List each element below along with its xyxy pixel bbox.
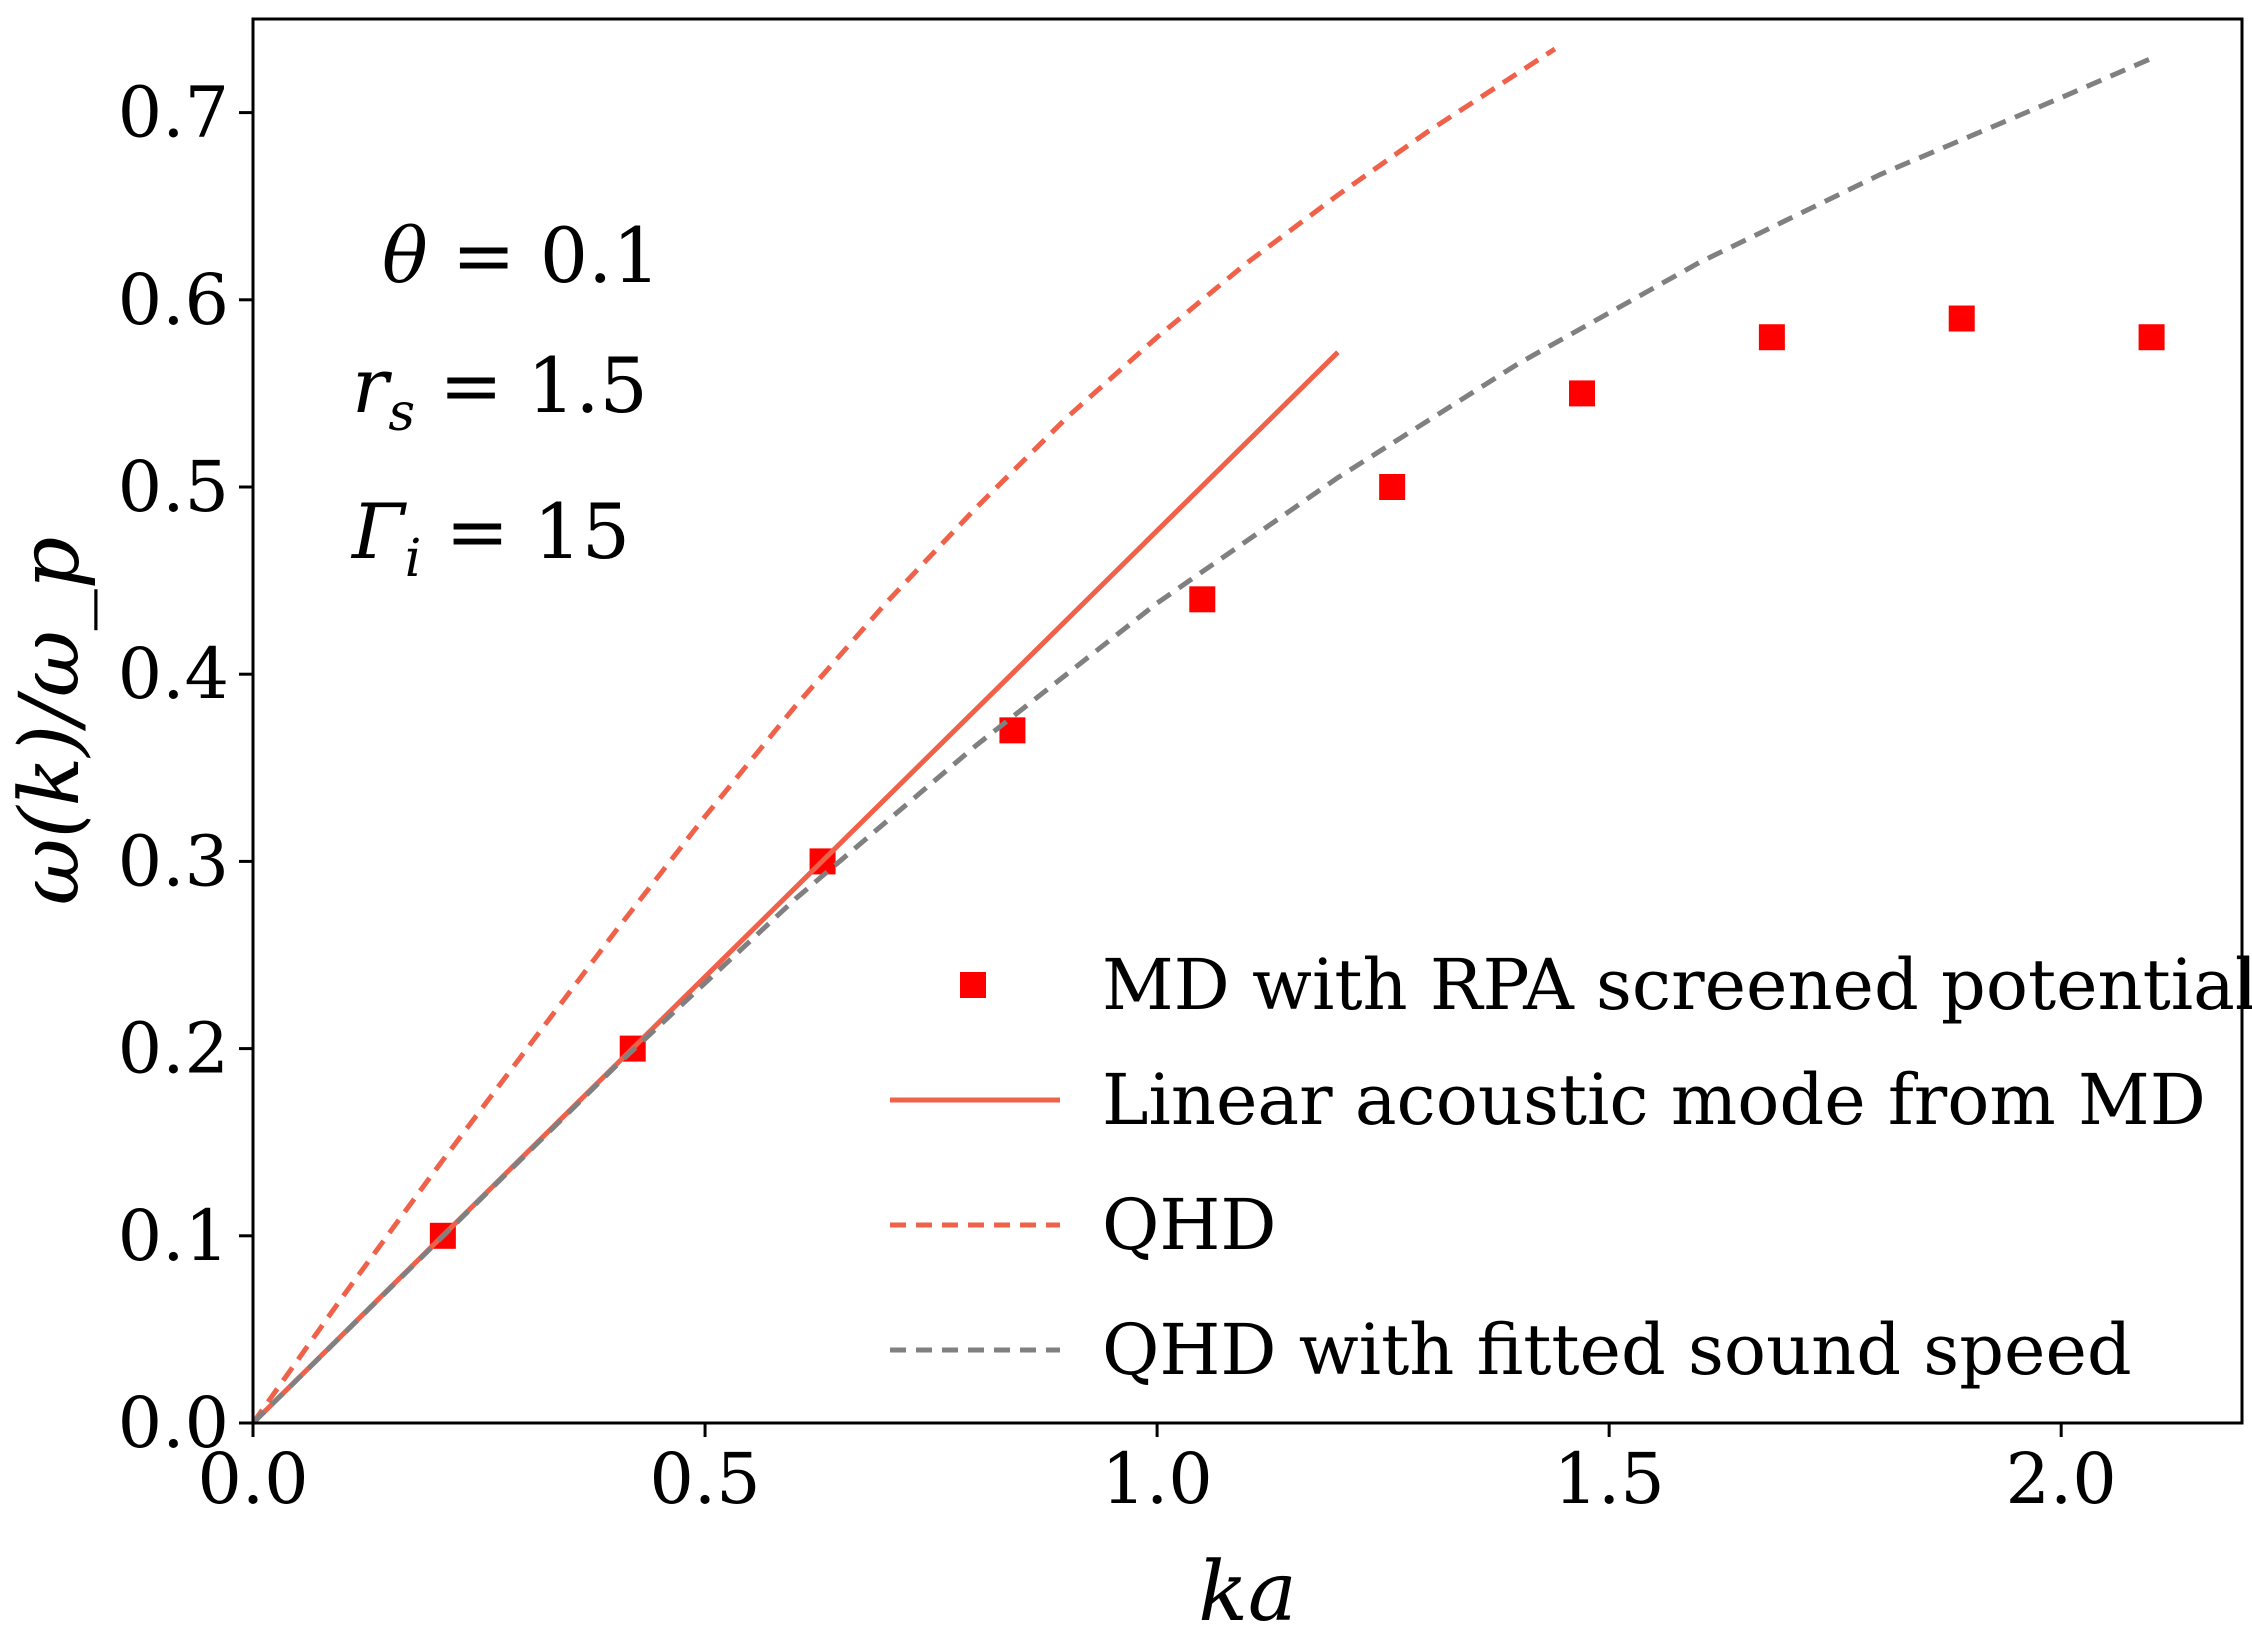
- legend-label-3: QHD with fitted sound speed: [1102, 1309, 2132, 1391]
- y-tick-label-1: 0.1: [118, 1195, 229, 1277]
- parameter-annotation-2: Γi = 15: [350, 487, 630, 589]
- y-tick-label-2: 0.2: [118, 1008, 229, 1090]
- parameter-annotation-1: rs = 1.5: [352, 341, 648, 443]
- x-axis-label: ka: [1198, 1545, 1297, 1640]
- md-marker-point-6: [1569, 380, 1596, 407]
- series-layer: [250, 46, 2165, 1425]
- x-tick-label-4: 2.0: [2006, 1438, 2117, 1520]
- legend-label-1: Linear acoustic mode from MD: [1102, 1059, 2206, 1141]
- plot-frame: [251, 17, 2244, 1425]
- md-marker-point-5: [1379, 474, 1406, 500]
- parameter-annotation-0: θ = 0.1: [382, 211, 661, 300]
- md-marker-point-9: [2138, 324, 2165, 351]
- series-line-3: [251, 56, 2153, 1425]
- axis-ticks: 0.0 0.5 1.0 1.5 2.0 0.0 0.1 0.2 0.3 0.4 0.5 0.6 0.7: [118, 72, 2117, 1520]
- x-tick-label-2: 1.0: [1101, 1438, 1212, 1520]
- series-line-1: [251, 350, 1340, 1425]
- y-tick-label-7: 0.7: [118, 72, 229, 154]
- y-tick-label-0: 0.0: [118, 1382, 229, 1464]
- x-tick-label-3: 1.5: [1553, 1438, 1664, 1520]
- legend-label-2: QHD: [1102, 1184, 1277, 1266]
- y-axis-label: ω(k)/ω_p: [3, 537, 98, 906]
- x-tick-label-1: 0.5: [649, 1438, 760, 1520]
- y-tick-label-3: 0.3: [118, 820, 229, 902]
- y-tick-label-6: 0.6: [118, 259, 229, 341]
- legend-label-0: MD with RPA screened potential: [1102, 944, 2252, 1026]
- md-marker-point-8: [1948, 305, 1975, 332]
- md-marker-point-7: [1758, 324, 1785, 351]
- legend: MD with RPA screened potential Linear aco…: [890, 944, 2252, 1391]
- y-tick-label-4: 0.4: [118, 633, 229, 715]
- md-marker-point-4: [1189, 586, 1216, 613]
- parameter-annotations: θ = 0.1 rs = 1.5 Γi = 15: [350, 211, 661, 589]
- y-tick-label-5: 0.5: [118, 446, 229, 528]
- legend-marker-0: [960, 972, 986, 998]
- x-tick-label-0: 0.0: [197, 1438, 308, 1520]
